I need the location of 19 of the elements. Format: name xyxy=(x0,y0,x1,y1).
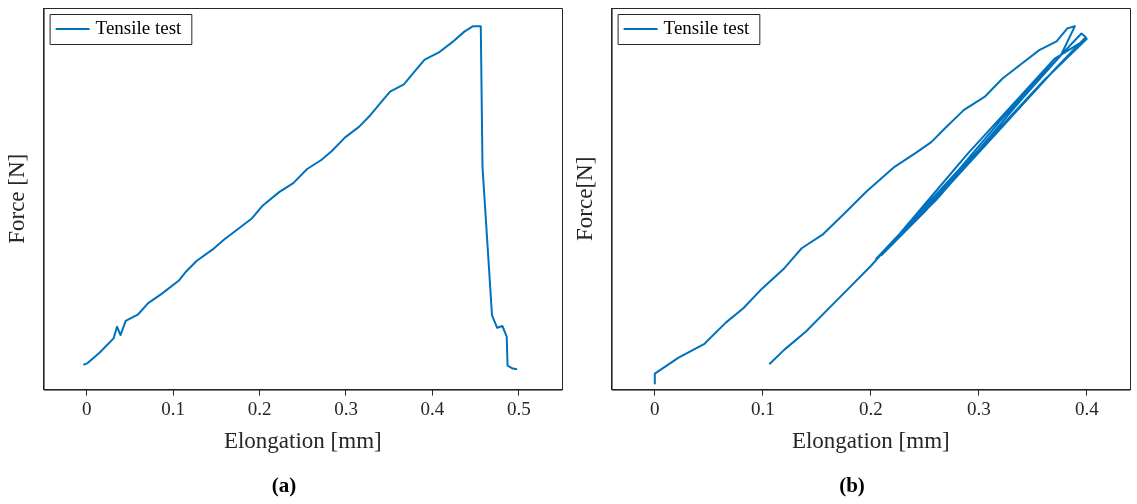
x-tick-label: 0.1 xyxy=(750,397,775,419)
legend-label: Tensile test xyxy=(95,16,183,38)
y-axis-title: Force [N] xyxy=(3,153,29,244)
y-axis-title: Force[N] xyxy=(571,156,597,241)
x-tick-label: 0.1 xyxy=(161,397,186,419)
x-tick-label: 0 xyxy=(650,397,660,419)
x-tick-label: 0.3 xyxy=(334,397,358,419)
x-tick-label: 0.5 xyxy=(506,397,531,419)
legend-label: Tensile test xyxy=(663,16,751,38)
x-tick-label: 0.3 xyxy=(966,397,991,419)
text: (b) xyxy=(838,473,866,498)
x-axis-title: Elongation [mm] xyxy=(791,428,950,454)
text: (a) xyxy=(270,473,298,498)
x-tick-label: 0.2 xyxy=(247,397,272,419)
x-axis-title: Elongation [mm] xyxy=(223,428,382,454)
x-tick-label: 0.4 xyxy=(1074,397,1100,419)
x-tick-label: 0.2 xyxy=(858,397,883,419)
x-tick-label: 0 xyxy=(82,397,92,419)
x-tick-label: 0.4 xyxy=(420,397,445,419)
